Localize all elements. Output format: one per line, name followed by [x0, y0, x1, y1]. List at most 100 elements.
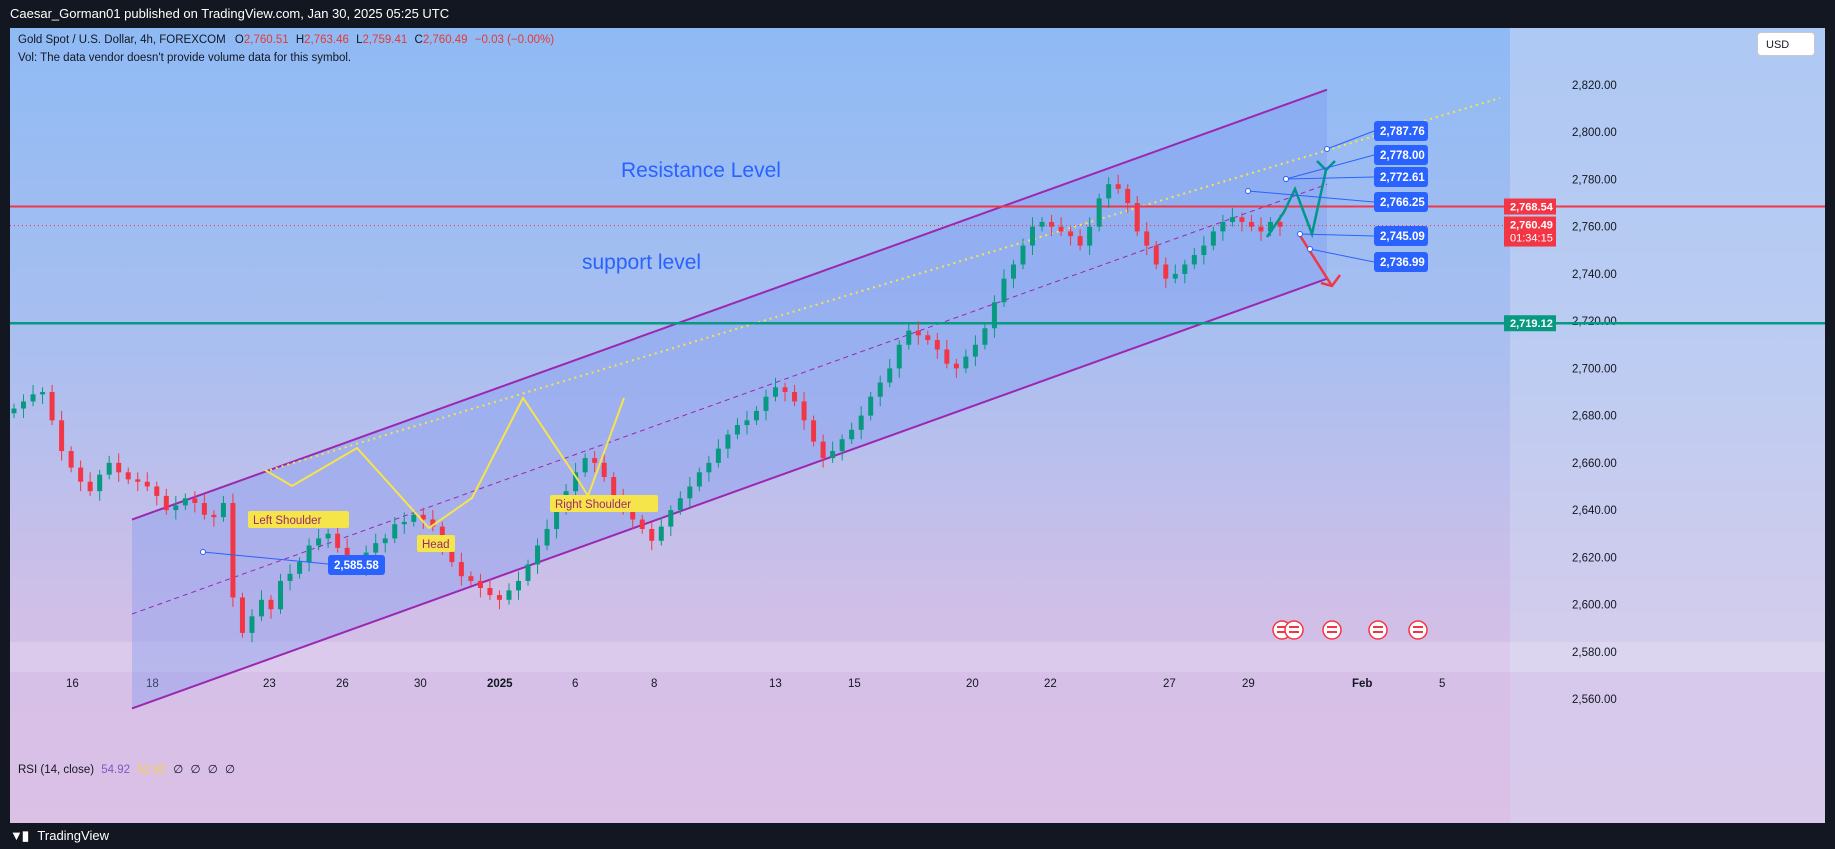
- symbol-legend: Gold Spot / U.S. Dollar, 4h, FOREXCOM O2…: [18, 34, 558, 46]
- candle-body: [1229, 217, 1235, 222]
- callout-anchor: [1283, 176, 1289, 182]
- rsi-extra-1: ∅: [173, 764, 184, 776]
- rsi-legend[interactable]: RSI (14, close) 54.92 52.82 ∅ ∅ ∅ ∅: [18, 762, 235, 776]
- candle-body: [830, 451, 836, 459]
- x-tick-label: 5: [1439, 678, 1445, 690]
- candle-body: [373, 543, 379, 553]
- candle-body: [1058, 226, 1064, 232]
- callout-anchor: [1297, 231, 1303, 237]
- close-value: 2,760.49: [422, 34, 468, 46]
- publisher-header: Caesar_Gorman01 published on TradingView…: [0, 0, 1835, 28]
- x-tick-label: 27: [1163, 678, 1176, 690]
- candle-body: [1106, 184, 1112, 199]
- candle-body: [11, 408, 17, 414]
- rsi-extra-3: ∅: [207, 764, 218, 776]
- resistance-price-badge-bg: [1504, 198, 1556, 215]
- candle-body: [1096, 198, 1102, 227]
- callout-leader: [1309, 248, 1375, 263]
- candle-body: [449, 545, 455, 563]
- resistance-price-badge: 2,768.54: [1510, 202, 1554, 214]
- x-tick-label: 20: [966, 678, 979, 690]
- footer-brand: TradingView: [37, 828, 109, 843]
- candle-body: [963, 356, 969, 369]
- candle-body: [125, 472, 131, 480]
- channel-lower-line: [131, 277, 1328, 710]
- candle-body: [934, 340, 940, 350]
- candle-body: [496, 595, 502, 600]
- x-tick-label: 16: [66, 678, 79, 690]
- tradingview-footer: ▼▮ TradingView: [0, 823, 1835, 849]
- projection-path-down: [1297, 233, 1334, 287]
- publisher-text: Caesar_Gorman01 published on TradingView…: [10, 6, 450, 21]
- high-value: 2,763.46: [304, 34, 349, 46]
- candle-body: [1125, 188, 1131, 204]
- candle-body: [1020, 245, 1026, 265]
- candle-body: [278, 580, 284, 610]
- candle-body: [430, 519, 436, 527]
- candle-body: [687, 486, 693, 499]
- price-chart[interactable]: 2,560.00 2,580.00 2,600.00 2,620.00 2,640.00…: [10, 28, 1825, 823]
- candle-body: [1201, 245, 1207, 256]
- candle-body: [801, 401, 807, 421]
- candle-body: [116, 462, 122, 473]
- candle-body: [1153, 245, 1159, 265]
- candle-body: [1182, 264, 1188, 274]
- candle-body: [344, 547, 350, 563]
- left-shoulder-label: Left Shoulder: [253, 515, 322, 527]
- candle-body: [753, 410, 759, 421]
- candle-body: [554, 510, 560, 529]
- y-tick-label: 2,640.00: [1572, 505, 1617, 517]
- candle-body: [230, 502, 236, 598]
- rsi-label: RSI (14, close): [18, 764, 95, 776]
- candle-body: [411, 514, 417, 522]
- candle-body: [706, 462, 712, 473]
- candle-body: [40, 392, 46, 395]
- currency-button[interactable]: USD: [1757, 32, 1815, 56]
- support-price-badge-bg: [1504, 315, 1556, 332]
- candle-body: [601, 462, 607, 478]
- neckline-dotted: [269, 97, 1501, 471]
- candle-body: [792, 392, 798, 402]
- chart-pane[interactable]: 2,560.00 2,580.00 2,600.00 2,620.00 2,640.00…: [10, 28, 1825, 823]
- candle-body: [858, 415, 864, 430]
- callout-label: 2,585.58: [334, 560, 379, 572]
- y-tick-label: 2,620.00: [1572, 552, 1617, 564]
- candle-body: [972, 344, 978, 357]
- candle-body: [887, 368, 893, 383]
- us-flag-event-icon: [1322, 620, 1342, 640]
- candle-body: [458, 562, 464, 577]
- callout-box: [1374, 121, 1428, 141]
- y-tick-label: 2,660.00: [1572, 458, 1617, 470]
- candle-body: [1210, 231, 1216, 246]
- callout-anchor: [1245, 188, 1251, 194]
- y-tick-label: 2,740.00: [1572, 269, 1617, 281]
- candle-body: [1163, 264, 1169, 279]
- x-tick-label: 29: [1242, 678, 1255, 690]
- candle-body: [220, 502, 226, 518]
- candle-body: [201, 502, 207, 515]
- y-tick-label: 2,600.00: [1572, 600, 1617, 612]
- y-tick-label: 2,820.00: [1572, 80, 1617, 92]
- candle-body: [868, 396, 874, 416]
- right-shoulder-label: Right Shoulder: [555, 499, 631, 511]
- x-tick-label: 15: [848, 678, 861, 690]
- candle-body: [582, 458, 588, 473]
- channel-midline: [131, 183, 1328, 615]
- candle-body: [944, 349, 950, 364]
- candle-body: [1258, 226, 1264, 232]
- candle-body: [297, 562, 303, 574]
- rsi-extra-4: ∅: [224, 764, 235, 776]
- head-label: Head: [422, 539, 450, 551]
- candle-body: [535, 545, 541, 565]
- bar-countdown: 01:34:15: [1510, 233, 1553, 245]
- x-tick-label: 26: [336, 678, 349, 690]
- callout-leader: [1247, 190, 1375, 203]
- candle-body: [696, 472, 702, 487]
- candle-body: [182, 498, 188, 506]
- candle-body: [1220, 221, 1226, 232]
- callout-leader: [202, 551, 329, 565]
- x-tick-label: 8: [651, 678, 657, 690]
- candle-body: [1115, 184, 1121, 189]
- candle-body: [668, 510, 674, 527]
- candle-body: [734, 425, 740, 435]
